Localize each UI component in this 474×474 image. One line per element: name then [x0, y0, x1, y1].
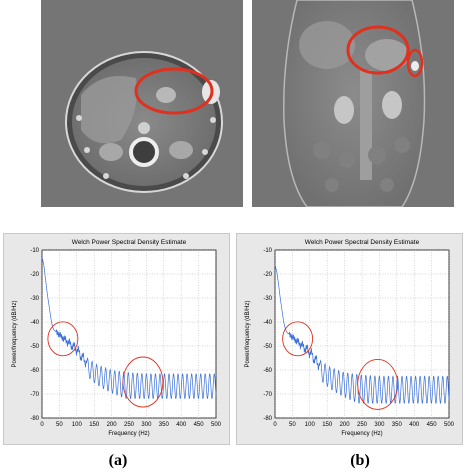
y-tick-label: -20	[263, 272, 272, 278]
ct-aorta	[138, 122, 150, 134]
ct-kidney-left	[99, 143, 123, 161]
psd-series-line	[274, 264, 450, 404]
y-tick-label: -10	[263, 248, 272, 254]
x-tick-label: 100	[72, 422, 83, 428]
x-tick-label: 450	[194, 422, 205, 428]
x-tick-label: 300	[374, 422, 385, 428]
y-tick-label: -80	[30, 416, 39, 422]
y-tick-label: -70	[263, 392, 272, 398]
ct-liver	[81, 76, 137, 144]
annotation-ellipse	[357, 358, 399, 410]
x-tick-label: 250	[124, 422, 135, 428]
x-tick-label: 350	[392, 422, 403, 428]
y-tick-label: -10	[30, 248, 39, 254]
x-tick-label: 0	[40, 422, 44, 428]
y-tick-label: -70	[30, 392, 39, 398]
ct-ribs	[76, 115, 216, 179]
annotation-ellipse	[47, 321, 79, 357]
x-tick-label: 500	[211, 422, 222, 428]
ct-bright-structure	[411, 61, 419, 71]
chart-title: Welch Power Spectral Density Estimate	[72, 239, 187, 246]
ct-bowel	[313, 137, 410, 192]
psd-chart-b: Welch Power Spectral Density Estimate 0 50…	[236, 233, 463, 445]
y-tick-label: -60	[30, 368, 39, 374]
annotation-ellipse	[122, 356, 164, 408]
psd-series-line	[41, 257, 217, 399]
chart-title: Welch Power Spectral Density Estimate	[305, 239, 420, 246]
x-tick-label: 450	[427, 422, 438, 428]
x-tick-label: 50	[289, 422, 296, 428]
x-tick-label: 400	[176, 422, 187, 428]
caption-b: (b)	[350, 452, 370, 469]
x-axis-label: Frequency (Hz)	[341, 431, 382, 437]
ct-coronal-image	[252, 0, 454, 207]
x-tick-label: 100	[305, 422, 316, 428]
x-tick-label: 350	[159, 422, 170, 428]
y-tick-label: -40	[263, 320, 272, 326]
y-axis-label: Power/frequency (dB/Hz)	[12, 300, 18, 367]
x-tick-label: 200	[340, 422, 351, 428]
x-tick-label: 500	[444, 422, 455, 428]
ct-kidney-right	[382, 91, 402, 119]
y-tick-label: -30	[30, 296, 39, 302]
y-tick-label: -40	[30, 320, 39, 326]
x-tick-label: 200	[107, 422, 118, 428]
ct-annotation-circle-small	[406, 48, 424, 78]
x-tick-label: 0	[273, 422, 277, 428]
ct-vertebra	[129, 137, 159, 167]
y-tick-label: -50	[30, 344, 39, 350]
x-tick-label: 400	[409, 422, 420, 428]
ct-spine	[360, 70, 372, 180]
x-tick-label: 250	[357, 422, 368, 428]
psd-chart-a: Welch Power Spectral Density Estimate 0 50…	[3, 233, 230, 445]
ct-annotation-circle-large	[346, 25, 410, 75]
ct-kidney-left	[334, 96, 354, 124]
y-tick-label: -80	[263, 416, 272, 422]
y-tick-label: -20	[30, 272, 39, 278]
x-tick-label: 150	[89, 422, 100, 428]
psd-chart-a-svg: Welch Power Spectral Density Estimate 0 50…	[12, 239, 222, 437]
caption-a: (a)	[108, 452, 128, 469]
ct-annotation-circle	[134, 67, 214, 115]
y-tick-label: -60	[263, 368, 272, 374]
x-axis-label: Frequency (Hz)	[108, 431, 149, 437]
x-tick-label: 300	[141, 422, 152, 428]
x-tick-label: 50	[56, 422, 63, 428]
psd-chart-b-svg: Welch Power Spectral Density Estimate 0 50…	[245, 239, 455, 437]
y-tick-label: -50	[263, 344, 272, 350]
annotation-ellipse	[282, 321, 314, 357]
x-tick-label: 150	[322, 422, 333, 428]
y-axis-label: Power/frequency (dB/Hz)	[245, 300, 251, 367]
ct-kidney-right	[169, 141, 193, 159]
ct-liver	[299, 21, 355, 69]
ct-organ	[156, 87, 176, 103]
ct-organ	[365, 39, 409, 71]
y-tick-label: -30	[263, 296, 272, 302]
ct-axial-image	[41, 0, 243, 207]
